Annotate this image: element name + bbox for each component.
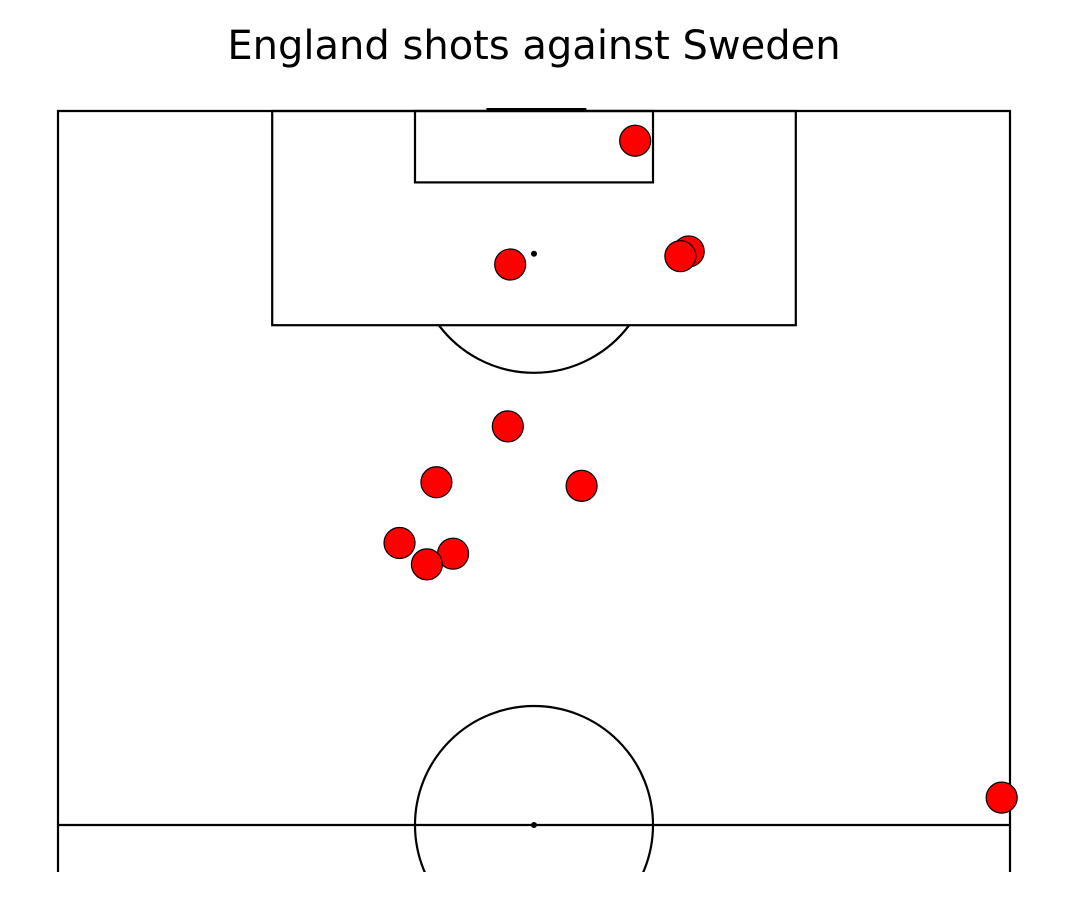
centre-circle [413,704,655,872]
shot-marker [494,248,527,281]
shot-marker [383,526,416,560]
penalty-spot [531,250,537,257]
shot-marker [985,781,1018,814]
shot-marker [420,466,453,499]
six-yard-box [413,109,655,184]
penalty-arc [437,324,631,374]
shot-marker [410,548,443,581]
shot-marker [619,124,652,157]
chart-title: England shots against Sweden [227,23,841,69]
pitch-lines [56,108,1012,872]
penalty-box [271,109,797,327]
shots-layer [383,124,1018,814]
shot-marker [491,410,524,443]
shot-marker [565,469,598,502]
shot-marker [664,240,697,273]
pitch-boundary [56,109,1012,872]
centre-spot [531,822,537,828]
